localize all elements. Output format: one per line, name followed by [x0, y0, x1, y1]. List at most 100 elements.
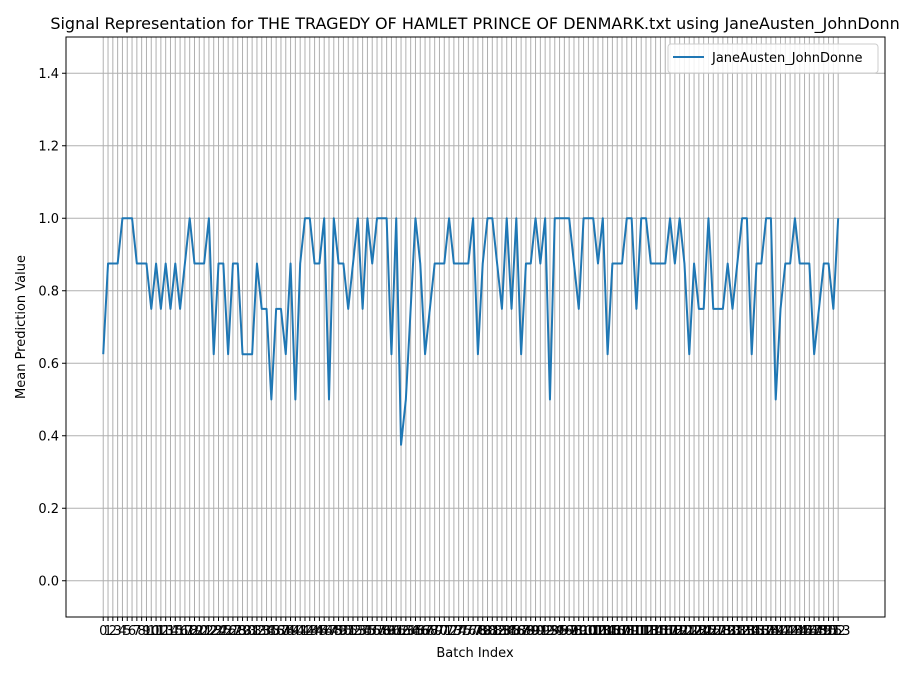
- x-tick-label: 83: [494, 624, 511, 639]
- x-tick-label: 26: [220, 624, 237, 639]
- x-tick-label: 76: [460, 624, 477, 639]
- x-tick-label: 63: [398, 624, 415, 639]
- x-tick-label: 122: [677, 624, 702, 639]
- x-tick-label: 16: [172, 624, 189, 639]
- x-tick-label: 79: [474, 624, 491, 639]
- x-tick-label: 60: [383, 624, 400, 639]
- x-tick-label: 33: [253, 624, 270, 639]
- x-tick-label: 69: [426, 624, 443, 639]
- x-tick-label: 6: [128, 624, 136, 639]
- x-tick-label: 139: [759, 624, 784, 639]
- x-tick-label: 89: [522, 624, 539, 639]
- x-tick-label: 127: [701, 624, 726, 639]
- x-tick-label: 132: [725, 624, 750, 639]
- x-tick-label: 141: [768, 624, 793, 639]
- x-tick-label: 11: [148, 624, 165, 639]
- x-tick-label: 70: [431, 624, 448, 639]
- x-tick-label: 108: [610, 624, 635, 639]
- x-tick-label: 97: [561, 624, 578, 639]
- y-tick-label: 1.2: [38, 139, 59, 154]
- x-tick-label: 17: [177, 624, 194, 639]
- x-tick-label: 47: [321, 624, 338, 639]
- x-tick-label: 34: [258, 624, 275, 639]
- x-tick-label: 85: [503, 624, 520, 639]
- x-tick-label: 3: [113, 624, 121, 639]
- x-tick-label: 102: [581, 624, 606, 639]
- x-tick-label: 7: [133, 624, 141, 639]
- x-tick-label: 67: [417, 624, 434, 639]
- x-axis-label: Batch Index: [436, 646, 514, 661]
- x-tick-label: 105: [595, 624, 620, 639]
- x-tick-label: 95: [551, 624, 568, 639]
- x-tick-label: 115: [643, 624, 668, 639]
- x-tick-label: 90: [527, 624, 544, 639]
- grid: [66, 37, 885, 617]
- x-tick-label: 118: [658, 624, 683, 639]
- x-tick-label: 43: [302, 624, 319, 639]
- x-tick-label: 116: [648, 624, 673, 639]
- x-tick-label: 50: [335, 624, 352, 639]
- x-tick-label: 40: [287, 624, 304, 639]
- x-tick-label: 20: [191, 624, 208, 639]
- chart-title: Signal Representation for THE TRAGEDY OF…: [50, 14, 900, 34]
- x-tick-label: 153: [826, 624, 851, 639]
- x-tick-label: 71: [436, 624, 453, 639]
- x-tick-label: 145: [787, 624, 812, 639]
- x-tick-label: 114: [638, 624, 663, 639]
- x-tick-label: 23: [205, 624, 222, 639]
- x-tick-label: 128: [706, 624, 731, 639]
- x-tick-label: 81: [484, 624, 501, 639]
- x-tick-label: 10: [143, 624, 160, 639]
- x-tick-label: 32: [249, 624, 266, 639]
- x-tick-label: 58: [374, 624, 391, 639]
- x-tick-label: 104: [590, 624, 615, 639]
- x-tick-label: 152: [821, 624, 846, 639]
- y-tick-label: 1.4: [38, 67, 59, 82]
- x-tick-label: 101: [576, 624, 601, 639]
- x-tick-label: 144: [783, 624, 808, 639]
- x-tick-label: 147: [797, 624, 822, 639]
- y-tick-label: 1.0: [38, 212, 59, 227]
- x-tick-label: 124: [686, 624, 711, 639]
- x-tick-label: 75: [455, 624, 472, 639]
- x-tick-label: 91: [532, 624, 549, 639]
- x-tick-label: 59: [378, 624, 395, 639]
- x-tick-label: 137: [749, 624, 774, 639]
- x-tick-label: 125: [691, 624, 716, 639]
- x-tick-label: 107: [605, 624, 630, 639]
- x-tick-label: 15: [167, 624, 184, 639]
- y-tick-label: 0.4: [38, 429, 59, 444]
- x-tick-label: 136: [744, 624, 769, 639]
- x-tick-label: 117: [653, 624, 678, 639]
- x-axis: 0123456789101112131415161718192021222324…: [99, 617, 851, 639]
- y-axis: 0.0 0.2 0.4 0.6 0.8 1.0 1.2 1.4: [38, 67, 66, 589]
- x-tick-label: 0: [99, 624, 107, 639]
- x-tick-label: 77: [465, 624, 482, 639]
- x-tick-label: 12: [153, 624, 170, 639]
- x-tick-label: 109: [614, 624, 639, 639]
- x-tick-label: 52: [345, 624, 362, 639]
- x-tick-label: 61: [388, 624, 405, 639]
- x-tick-label: 78: [470, 624, 487, 639]
- x-tick-label: 29: [234, 624, 251, 639]
- x-tick-label: 72: [441, 624, 458, 639]
- x-tick-label: 13: [157, 624, 174, 639]
- x-tick-label: 62: [393, 624, 410, 639]
- x-tick-label: 80: [479, 624, 496, 639]
- x-tick-label: 142: [773, 624, 798, 639]
- x-tick-label: 82: [489, 624, 506, 639]
- x-tick-label: 88: [518, 624, 535, 639]
- x-tick-label: 110: [619, 624, 644, 639]
- legend-label: JaneAusten_JohnDonne: [711, 51, 862, 66]
- x-tick-label: 1: [104, 624, 112, 639]
- x-tick-label: 111: [624, 624, 649, 639]
- x-tick-label: 57: [369, 624, 386, 639]
- x-tick-label: 64: [402, 624, 419, 639]
- x-tick-label: 84: [498, 624, 515, 639]
- x-tick-label: 18: [181, 624, 198, 639]
- x-tick-label: 46: [316, 624, 333, 639]
- x-tick-label: 37: [273, 624, 290, 639]
- x-tick-label: 14: [162, 624, 179, 639]
- x-tick-label: 149: [807, 624, 832, 639]
